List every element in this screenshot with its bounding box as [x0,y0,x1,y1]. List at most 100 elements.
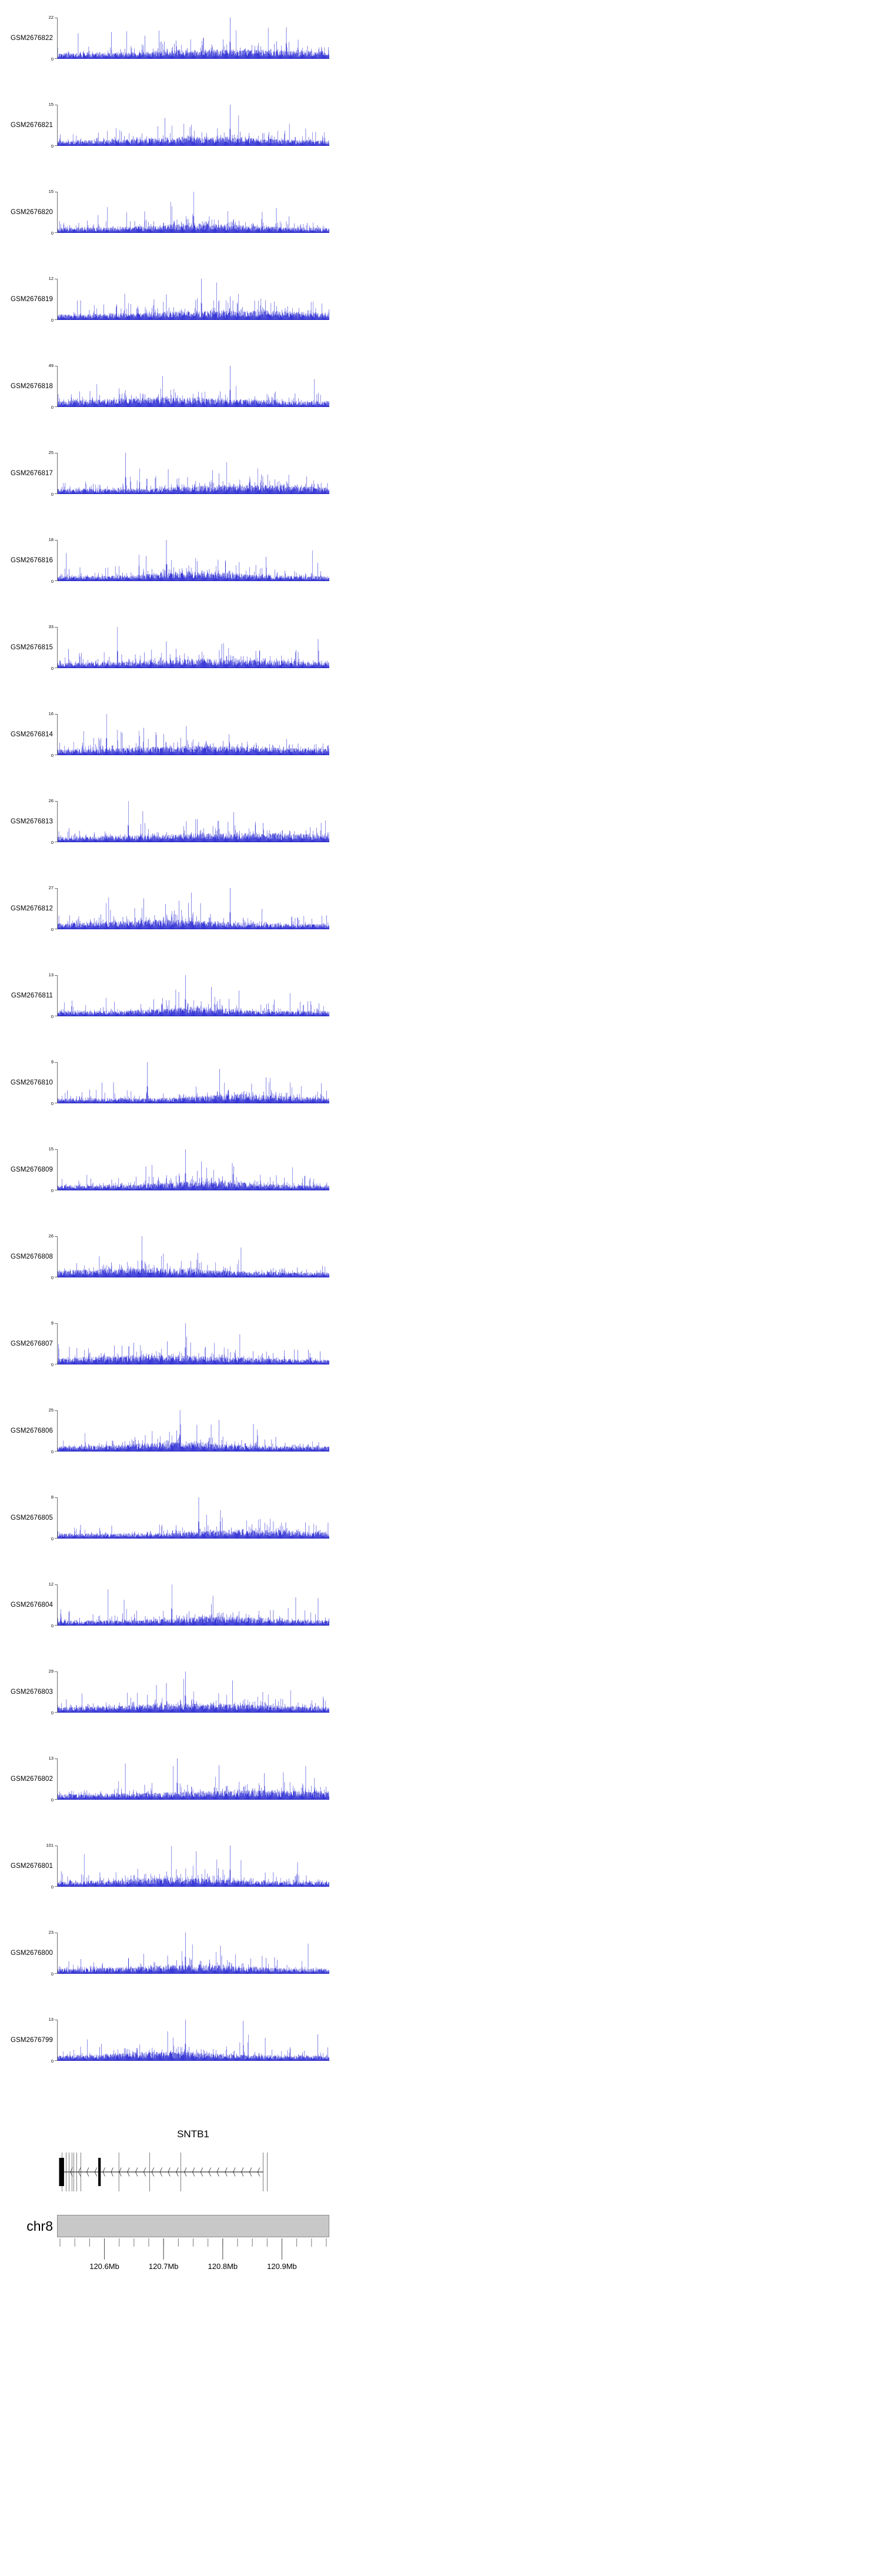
y-axis-tick-max [55,1584,58,1585]
coverage-track[interactable]: GSM2676821 15 0 [0,102,329,148]
coverage-plot[interactable]: 27 0 [49,886,329,932]
gene-model-track[interactable]: SNTB1 [57,2128,329,2199]
coverage-plot[interactable]: 26 0 [49,1234,329,1280]
coverage-signal [58,192,329,233]
y-axis-min-label: 0 [51,752,54,758]
coverage-plot[interactable]: 12 0 [49,276,329,322]
coverage-track[interactable]: GSM2676805 8 0 [0,1495,329,1541]
coverage-track[interactable]: GSM2676799 13 0 [0,2017,329,2063]
coverage-signal [58,366,329,407]
y-axis: 29 0 [49,1669,58,1715]
coverage-track[interactable]: GSM2676800 23 0 [0,1930,329,1976]
y-axis-tick-max [55,1497,58,1498]
coverage-plot[interactable]: 12 0 [49,1582,329,1628]
track-label: GSM2676804 [11,1601,53,1609]
track-label: GSM2676799 [11,2037,53,2044]
coverage-plot[interactable]: 13 0 [49,2017,329,2063]
y-axis: 13 0 [49,2017,58,2063]
y-axis-tick-min [55,406,58,407]
track-label: GSM2676810 [11,1079,53,1086]
coverage-track[interactable]: GSM2676811 13 0 [0,973,329,1019]
svg-text:120.6Mb: 120.6Mb [89,2262,119,2271]
coverage-plot[interactable]: 26 0 [49,799,329,845]
coverage-track[interactable]: GSM2676814 16 0 [0,712,329,758]
y-axis-min-label: 0 [51,1623,54,1629]
coverage-plot[interactable]: 101 0 [46,1843,329,1889]
coverage-track[interactable]: GSM2676817 25 0 [0,451,329,496]
track-label: GSM2676817 [11,470,53,477]
y-axis-tick-max [55,801,58,802]
coverage-plot[interactable]: 15 0 [49,1147,329,1193]
coverage-plot[interactable]: 23 0 [49,1930,329,1976]
track-label: GSM2676820 [11,209,53,216]
coverage-track[interactable]: GSM2676807 9 0 [0,1321,329,1367]
coverage-track[interactable]: GSM2676812 27 0 [0,886,329,932]
coverage-signal [58,1584,329,1626]
y-axis-max-label: 12 [48,276,54,281]
coverage-track[interactable]: GSM2676802 13 0 [0,1756,329,1802]
y-axis-max-label: 8 [51,1494,54,1500]
coverage-track[interactable]: GSM2676813 26 0 [0,799,329,845]
coverage-plot[interactable]: 29 0 [49,1669,329,1715]
coverage-plot[interactable]: 15 0 [49,102,329,148]
coverage-track[interactable]: GSM2676804 12 0 [0,1582,329,1628]
ideogram-bar[interactable] [57,2215,329,2237]
coverage-signal [58,18,329,59]
coverage-plot[interactable]: 18 0 [49,538,329,583]
track-label: GSM2676803 [11,1689,53,1696]
y-axis-min-label: 0 [51,2058,54,2064]
track-label: GSM2676819 [11,296,53,303]
coverage-plot[interactable]: 13 0 [49,973,329,1019]
y-axis-tick-max [55,627,58,628]
y-axis-tick-min [55,319,58,320]
y-axis-min-label: 0 [51,404,54,410]
baseline [57,1799,329,1800]
y-axis-tick-max [55,1410,58,1411]
y-axis-tick-min [55,58,58,59]
gene-model-graphic[interactable] [57,2146,329,2193]
coverage-track[interactable]: GSM2676803 29 0 [0,1669,329,1715]
y-axis-tick-min [55,493,58,494]
coverage-track[interactable]: GSM2676819 12 0 [0,276,329,322]
y-axis-min-label: 0 [51,491,54,497]
y-axis-min-label: 0 [51,1274,54,1280]
coverage-plot[interactable]: 25 0 [49,451,329,496]
y-axis: 23 0 [49,1930,58,1976]
y-axis-tick-max [55,888,58,889]
coverage-plot[interactable]: 33 0 [49,625,329,670]
coverage-track[interactable]: GSM2676806 25 0 [0,1408,329,1454]
coverage-track[interactable]: GSM2676810 9 0 [0,1060,329,1106]
coverage-track[interactable]: GSM2676801 101 0 [0,1843,329,1889]
y-axis-min-label: 0 [51,1710,54,1716]
coverage-plot[interactable]: 49 0 [49,363,329,409]
coverage-track[interactable]: GSM2676818 49 0 [0,363,329,409]
y-axis-min-label: 0 [51,926,54,932]
coverage-track[interactable]: GSM2676815 33 0 [0,625,329,670]
coverage-plot[interactable]: 13 0 [49,1756,329,1802]
track-label: GSM2676800 [11,1950,53,1957]
coverage-track[interactable]: GSM2676816 18 0 [0,538,329,583]
y-axis-max-label: 9 [51,1059,54,1065]
y-axis: 13 0 [49,1756,58,1802]
y-axis-tick-min [55,1973,58,1974]
y-axis-tick-max [55,1671,58,1672]
coverage-signal [58,1236,329,1277]
coverage-track[interactable]: GSM2676808 26 0 [0,1234,329,1280]
coverage-plot[interactable]: 22 0 [49,15,329,61]
coverage-track[interactable]: GSM2676820 15 0 [0,189,329,235]
y-axis-min-label: 0 [51,1100,54,1106]
y-axis-max-label: 13 [48,972,54,977]
coverage-plot[interactable]: 16 0 [49,712,329,758]
y-axis-tick-max [55,1149,58,1150]
y-axis-max-label: 15 [48,189,54,194]
y-axis: 16 0 [49,712,58,758]
coverage-plot[interactable]: 15 0 [49,189,329,235]
y-axis: 25 0 [49,1408,58,1454]
coverage-track[interactable]: GSM2676809 15 0 [0,1147,329,1193]
coverage-plot[interactable]: 25 0 [49,1408,329,1454]
coverage-track[interactable]: GSM2676822 22 0 [0,15,329,61]
